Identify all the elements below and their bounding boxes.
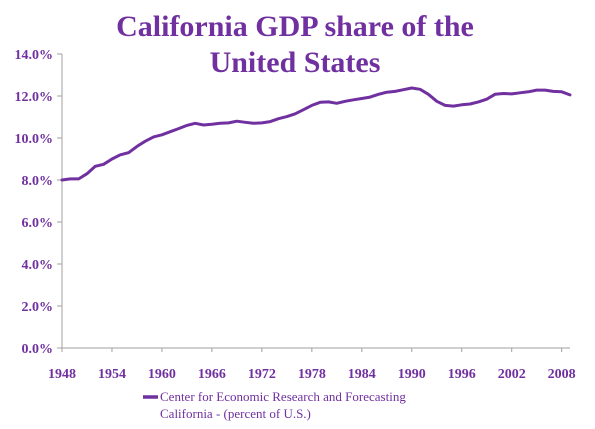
x-axis-ticks: 1948 1954 1960 1966 1972 1978 1984 1990 1996 2002… <box>48 348 576 382</box>
x-tick-label: 1990 <box>398 367 426 382</box>
y-tick-label: 0.0% <box>22 342 54 357</box>
x-tick-label: 1984 <box>348 367 376 382</box>
legend: Center for Economic Research and Forecas… <box>143 389 406 421</box>
y-tick-label: 8.0% <box>22 174 54 189</box>
x-tick-label: 1996 <box>448 367 476 382</box>
chart-title-line-2: United States <box>210 46 381 79</box>
y-tick-label: 6.0% <box>22 216 54 231</box>
series-layer <box>60 86 572 182</box>
y-tick-label: 4.0% <box>22 258 54 273</box>
x-tick-label: 1954 <box>98 367 126 382</box>
series-line-0 <box>60 86 572 182</box>
x-tick-label: 1948 <box>48 367 76 382</box>
x-tick-label: 1966 <box>198 367 226 382</box>
x-tick-label: 1978 <box>298 367 326 382</box>
x-tick-label: 2008 <box>548 367 576 382</box>
y-tick-label: 2.0% <box>22 300 54 315</box>
y-axis-ticks: 0.0% 2.0% 4.0% 6.0% 8.0% 10.0% 12.0% 14.0% <box>15 48 62 357</box>
x-tick-label: 1972 <box>248 367 276 382</box>
x-tick-label: 1960 <box>148 367 176 382</box>
y-tick-label: 14.0% <box>15 48 54 63</box>
legend-label-line-1: Center for Economic Research and Forecas… <box>160 389 406 404</box>
y-tick-label: 12.0% <box>15 90 54 105</box>
chart-title-line-1: California GDP share of the <box>116 10 474 43</box>
x-tick-label: 2002 <box>498 367 526 382</box>
legend-label-line-2: California - (percent of U.S.) <box>160 406 311 421</box>
y-tick-label: 10.0% <box>15 132 54 147</box>
